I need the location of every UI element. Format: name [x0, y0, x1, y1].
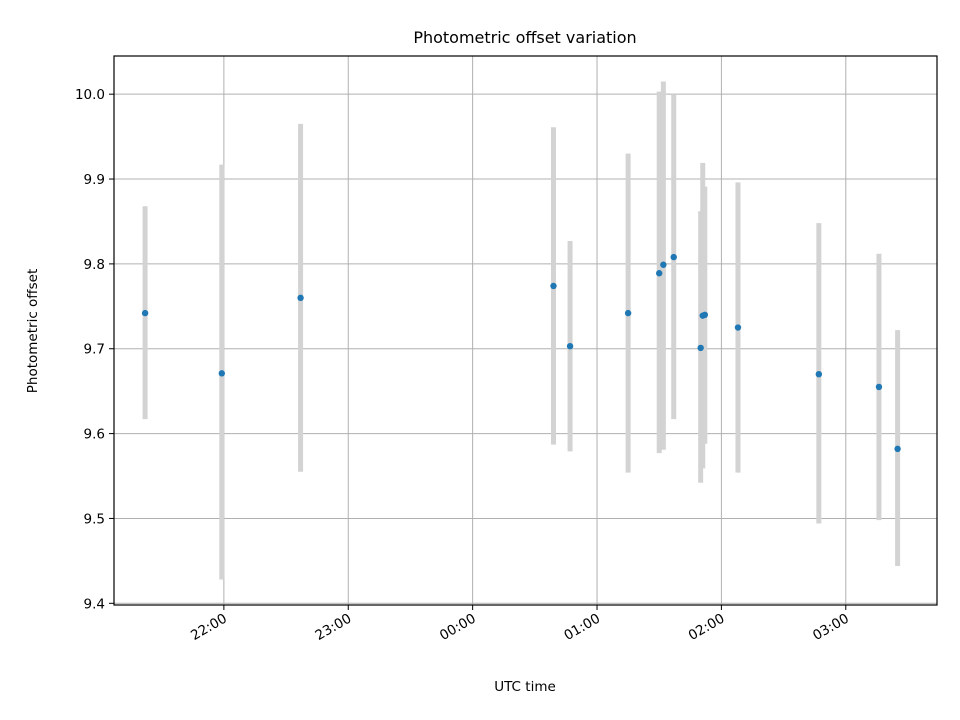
plot-area: [114, 56, 937, 605]
y-tick-label: 9.7: [84, 342, 105, 358]
data-point: [656, 270, 663, 277]
chart-title: Photometric offset variation: [413, 28, 636, 47]
data-point: [141, 309, 149, 317]
data-point: [894, 445, 901, 453]
data-point: [734, 324, 742, 331]
plot-frame: [113, 55, 938, 606]
y-tick-label: 9.5: [84, 511, 105, 527]
y-tick-label: 9.9: [84, 172, 105, 188]
y-tick-label: 9.8: [84, 257, 105, 273]
y-axis-label: Photometric offset: [25, 269, 41, 393]
data-point: [815, 370, 823, 378]
x-axis-label: UTC time: [494, 679, 556, 695]
y-tick-label: 9.4: [84, 596, 105, 612]
data-points: [141, 253, 901, 453]
y-tick-label: 10.0: [75, 87, 105, 103]
data-point: [697, 344, 704, 352]
data-point: [566, 342, 574, 350]
y-tick-label: 9.6: [84, 427, 105, 443]
data-point: [550, 282, 557, 290]
data-point: [624, 309, 632, 317]
data-point: [660, 261, 667, 268]
y-axis-ticks: 9.4 9.5 9.6 9.7 9.8 9.9 10.0: [75, 87, 114, 612]
data-point: [875, 383, 883, 391]
data-point: [297, 294, 304, 302]
data-point: [701, 311, 709, 319]
grid: [114, 56, 937, 605]
data-point: [670, 253, 677, 261]
data-point: [218, 370, 225, 377]
